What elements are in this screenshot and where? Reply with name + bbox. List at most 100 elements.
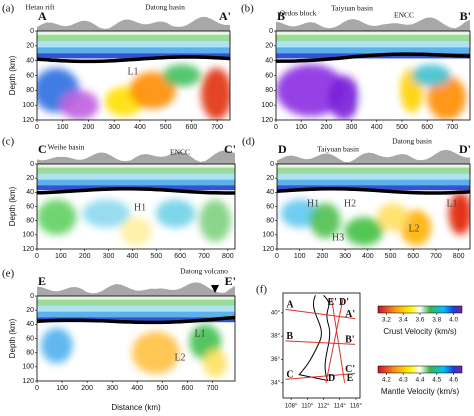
y-tick-label: 60 [265,72,273,79]
y-tick-label: 38° [271,334,281,340]
x-tick-label: 112° [318,404,331,410]
volcano-marker [211,285,219,293]
x-tick-label: 500 [160,124,172,131]
anomaly [203,349,228,378]
feature-label: L1 [446,198,457,209]
x-tick-label: 100 [294,253,306,260]
anomaly [76,345,117,374]
colorbar-tick-label: 4.3 [399,377,408,384]
feature-label: H1 [307,198,319,209]
x-tick-label: 500 [150,253,162,260]
colorbar-tick-label: 4.0 [449,317,458,324]
y-tick-label: 36° [271,357,281,363]
profile-start: C [38,142,47,156]
crust-layer [37,317,235,323]
x-tick-label: 200 [317,253,329,260]
topography [37,150,235,164]
colorbar-tick-label: 3.2 [382,317,391,324]
annotation: Ordos block [280,9,317,18]
map-profile-label: E [347,373,354,384]
crust-layer [37,296,235,300]
x-tick-label: 700 [430,253,442,260]
crust-layer [37,311,235,318]
y-tick-label: 120 [22,117,34,124]
map-profile-label: A' [345,309,355,320]
blobs [37,199,232,246]
anomaly [60,90,99,120]
anomaly [427,75,467,120]
x-tick-label: 100 [57,124,69,131]
profile-line [285,308,356,320]
feature-label: H1 [134,202,146,213]
panel-label: (d) [242,136,255,148]
moho [276,52,470,63]
anomaly [40,327,73,364]
blobs [276,64,467,120]
profile-start: B [277,9,285,23]
y-tick-label: 120 [261,117,273,124]
anomaly [411,64,451,87]
anomaly [199,199,232,242]
y-axis-label: Depth (km) [8,318,17,358]
colorbar-title: Mantle Velocity (km/s) [381,387,460,396]
y-tick-label: 0 [270,161,274,168]
map-profile-label: D' [339,297,349,308]
y-tick-label: 80 [26,350,34,357]
x-tick-label: 600 [421,124,433,131]
colorbar-tick-label: 4.4 [415,377,424,384]
y-tick-label: 40° [271,310,281,316]
y-tick-label: 120 [22,378,34,385]
crust-layer [277,164,470,168]
y-tick-label: 20 [265,43,273,50]
x-tick-label: 700 [211,124,223,131]
crust-layer [276,47,470,54]
panel-label: (b) [241,3,254,15]
anomaly [448,192,470,235]
feature-label: H3 [332,232,344,243]
map-profile-label: C [286,370,293,381]
y-tick-label: 20 [266,175,274,182]
crust-layer [37,305,235,312]
crust-layer [37,173,235,180]
x-tick-label: 800 [222,253,234,260]
x-tick-label: 500 [396,124,408,131]
anomaly [361,82,393,120]
crust-layer [37,299,235,306]
map-profile-label: E' [328,297,338,308]
anomaly [400,210,432,246]
x-tick-label: 200 [83,124,95,131]
y-tick-label: 0 [30,28,34,35]
panel-label: (e) [2,268,15,280]
blobs [280,192,470,246]
panel-label: (f) [256,284,267,296]
annotation: Taiyuan basin [331,4,373,13]
crust-layer [37,164,235,168]
x-tick-label: 100 [56,385,68,392]
anomaly [132,331,180,374]
x-tick-label: 108° [285,404,298,410]
y-tick-label: 34° [271,380,281,386]
moho [277,187,470,195]
x-tick-label: 100 [295,124,307,131]
anomaly [162,64,202,87]
topography [276,17,470,31]
y-tick-label: 80 [266,218,274,225]
crust-layer [276,31,470,35]
map-profile-label: A [286,300,294,311]
moho [37,315,235,325]
feature-label: L1 [194,328,205,339]
x-tick-label: 500 [156,385,168,392]
y-axis-label: Depth (km) [8,186,17,226]
y-tick-label: 0 [30,161,34,168]
x-axis-label: Distance (km) [111,403,161,412]
x-tick-label: 300 [103,253,115,260]
x-tick-label: 114° [334,404,347,410]
crust-layer [37,47,230,54]
x-tick-label: 600 [407,253,419,260]
anomaly [201,68,230,120]
annotation: Taiyuan basin [317,145,359,154]
profile-start: A [38,9,47,23]
x-tick-label: 0 [35,253,39,260]
